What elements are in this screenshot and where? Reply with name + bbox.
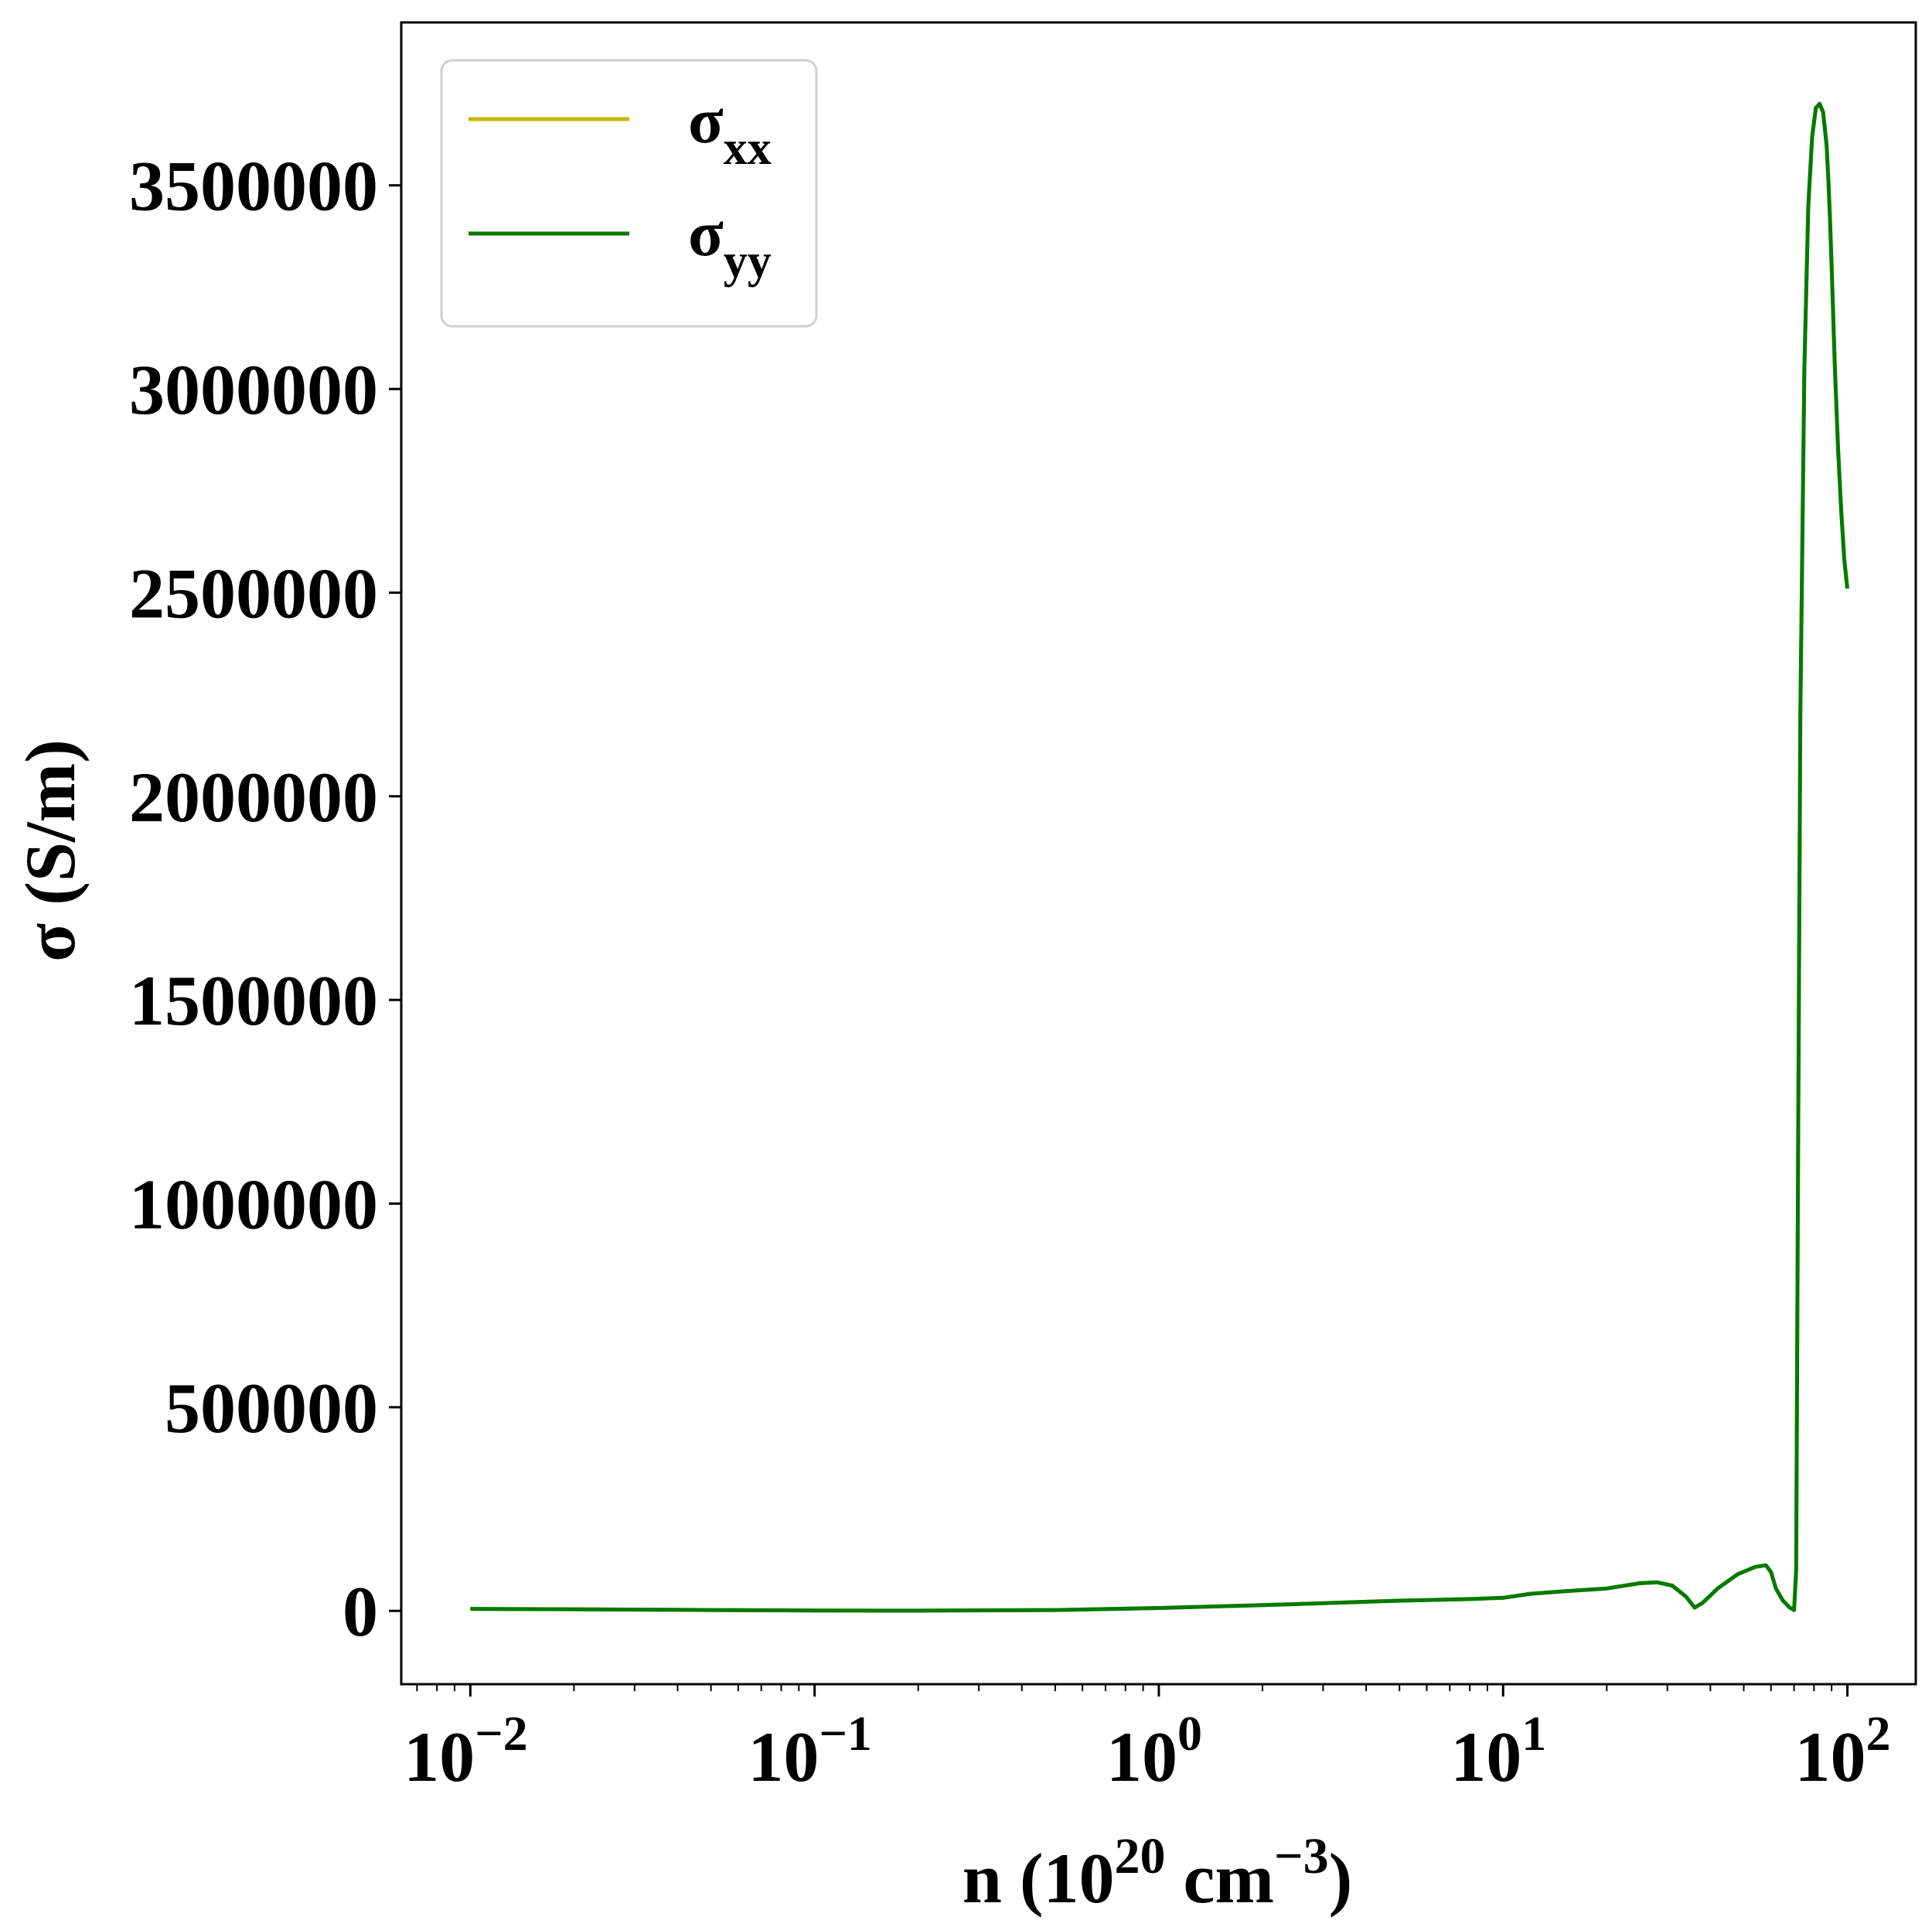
x-tick-label: 10−1 bbox=[748, 1706, 871, 1796]
x-axis-label-exponent: 20 bbox=[1115, 1828, 1166, 1884]
x-tick-label: 100 bbox=[1106, 1706, 1202, 1796]
legend-label-sigma-xx-base: σ bbox=[688, 85, 724, 157]
x-tick-label-base: 10 bbox=[1106, 1717, 1177, 1796]
x-tick-label-exponent: −1 bbox=[819, 1706, 871, 1761]
plot-lines bbox=[470, 101, 1849, 1613]
x-tick-label-base: 10 bbox=[1795, 1717, 1866, 1796]
y-tick-label: 1000000 bbox=[129, 1165, 378, 1243]
x-tick-label-base: 10 bbox=[1450, 1717, 1521, 1796]
legend-label-sigma-xx: σxx bbox=[688, 85, 772, 175]
legend-label-sigma-yy: σyy bbox=[688, 198, 772, 288]
x-axis-label: n (1020 cm−3) bbox=[963, 1828, 1353, 1918]
x-tick-label-exponent: 1 bbox=[1521, 1706, 1546, 1761]
legend-label-sigma-yy-base: σ bbox=[688, 198, 724, 270]
y-tick-label: 1500000 bbox=[129, 961, 378, 1040]
x-tick-label-exponent: 2 bbox=[1866, 1706, 1891, 1761]
legend-label-sigma-xx-subscript: xx bbox=[724, 122, 772, 175]
x-axis-ticks: 10−2 10−1 100 101 102 bbox=[404, 1684, 1891, 1796]
y-tick-label: 0 bbox=[342, 1572, 378, 1651]
x-tick-label: 101 bbox=[1450, 1706, 1546, 1796]
x-tick-label-base: 10 bbox=[748, 1717, 819, 1796]
x-tick-label-exponent: −2 bbox=[475, 1706, 527, 1761]
legend-label-sigma-yy-subscript: yy bbox=[724, 235, 772, 288]
x-axis-label-unit: cm bbox=[1166, 1839, 1274, 1918]
y-tick-label: 2500000 bbox=[129, 554, 378, 633]
x-axis-label-unit-exponent: −3 bbox=[1274, 1828, 1329, 1884]
y-tick-label: 2000000 bbox=[129, 758, 378, 837]
legend-box bbox=[440, 59, 818, 328]
x-tick-label: 102 bbox=[1795, 1706, 1891, 1796]
y-axis-ticks: 0 500000 1000000 1500000 2000000 2500000 30000… bbox=[129, 147, 401, 1651]
y-tick-label: 500000 bbox=[165, 1369, 378, 1448]
x-tick-label-base: 10 bbox=[404, 1717, 475, 1796]
x-tick-label-exponent: 0 bbox=[1177, 1706, 1202, 1761]
y-tick-label: 3000000 bbox=[129, 350, 378, 429]
x-tick-label: 10−2 bbox=[404, 1706, 527, 1796]
series-line-yy bbox=[470, 101, 1849, 1613]
legend: σxx σyy bbox=[440, 59, 818, 328]
y-tick-label: 3500000 bbox=[129, 147, 378, 226]
x-axis-label-close: ) bbox=[1329, 1839, 1353, 1918]
y-axis-label: σ (S/m) bbox=[11, 739, 90, 962]
x-axis-label-base: n (10 bbox=[963, 1839, 1115, 1918]
